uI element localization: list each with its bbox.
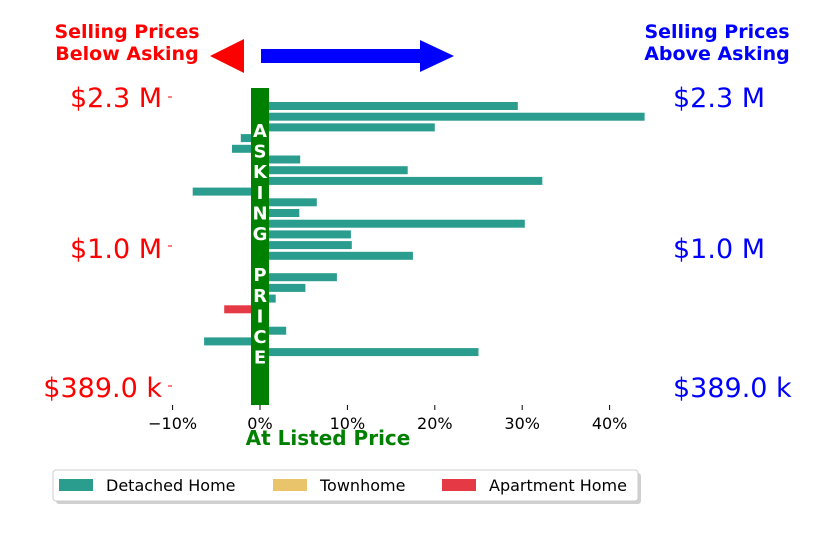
bar-1 [260,112,645,121]
price-label-right-mid: $1.0 M [673,234,765,265]
price-label-left-low: $389.0 k [43,373,162,404]
x-tick-label-3: 20% [417,414,453,433]
bar-22 [204,337,260,346]
bar-16 [260,273,337,282]
legend-label-apartment: Apartment Home [489,476,627,495]
bar-21 [260,326,287,335]
bar-2 [260,123,435,132]
price-label-left-mid: $1.0 M [70,234,162,265]
bar-9 [260,198,317,207]
legend-box [52,469,639,502]
bar-12 [260,230,351,239]
asking-price-letter-7: P [253,265,266,286]
bar-5 [260,155,301,164]
asking-price-bar [251,88,269,405]
asking-price-letter-2: K [253,162,268,183]
price-label-right-high: $2.3 M [673,83,765,114]
below-asking-label-line2: Below Asking [55,43,198,65]
price-label-left-high: $2.3 M [70,83,162,114]
above-asking-label-line2: Above Asking [644,43,790,65]
bar-3 [240,134,260,143]
bar-4 [232,144,260,153]
asking-price-letter-4: N [252,203,267,224]
asking-price-letter-1: S [254,142,267,163]
asking-price-letter-8: R [253,286,267,307]
asking-price-letter-10: C [253,327,266,348]
bar-8 [192,187,260,196]
bar-0 [260,102,518,110]
legend-label-detached: Detached Home [106,476,236,495]
bar-23 [260,348,479,357]
bar-14 [260,251,413,260]
bar-17 [260,283,306,292]
bar-7 [260,176,543,185]
legend-swatch-apartment [442,479,476,491]
x-tick-label-0: −10% [148,414,197,433]
bar-13 [260,241,352,250]
legend-swatch-townhome [273,479,307,491]
bar-11 [260,219,525,228]
asking-price-letter-0: A [253,121,267,142]
bar-19 [224,305,260,314]
x-tick-label-5: 40% [592,414,628,433]
x-tick-label-4: 30% [504,414,540,433]
legend-swatch-detached [59,479,93,491]
legend-label-townhome: Townhome [319,476,405,495]
x-axis: −10% 0% 10% 20% 30% 40% [148,405,627,433]
price-label-right-low: $389.0 k [673,373,792,404]
left-arrow-icon [210,39,244,73]
x-tick-label-1: 0% [247,414,272,433]
asking-price-letter-11: E [254,348,266,369]
right-arrow-icon [261,40,454,72]
bar-10 [260,209,300,217]
x-axis-label: At Listed Price [246,426,411,450]
above-asking-label-line1: Selling Prices [644,21,789,43]
asking-price-letter-5: G [253,224,268,245]
below-asking-label-line1: Selling Prices [54,21,199,43]
x-tick-label-2: 10% [330,414,366,433]
bar-6 [260,166,408,175]
asking-price-letter-3: I [257,183,264,204]
legend: Detached Home Townhome Apartment Home [52,469,641,504]
asking-price-letter-9: I [257,306,264,327]
